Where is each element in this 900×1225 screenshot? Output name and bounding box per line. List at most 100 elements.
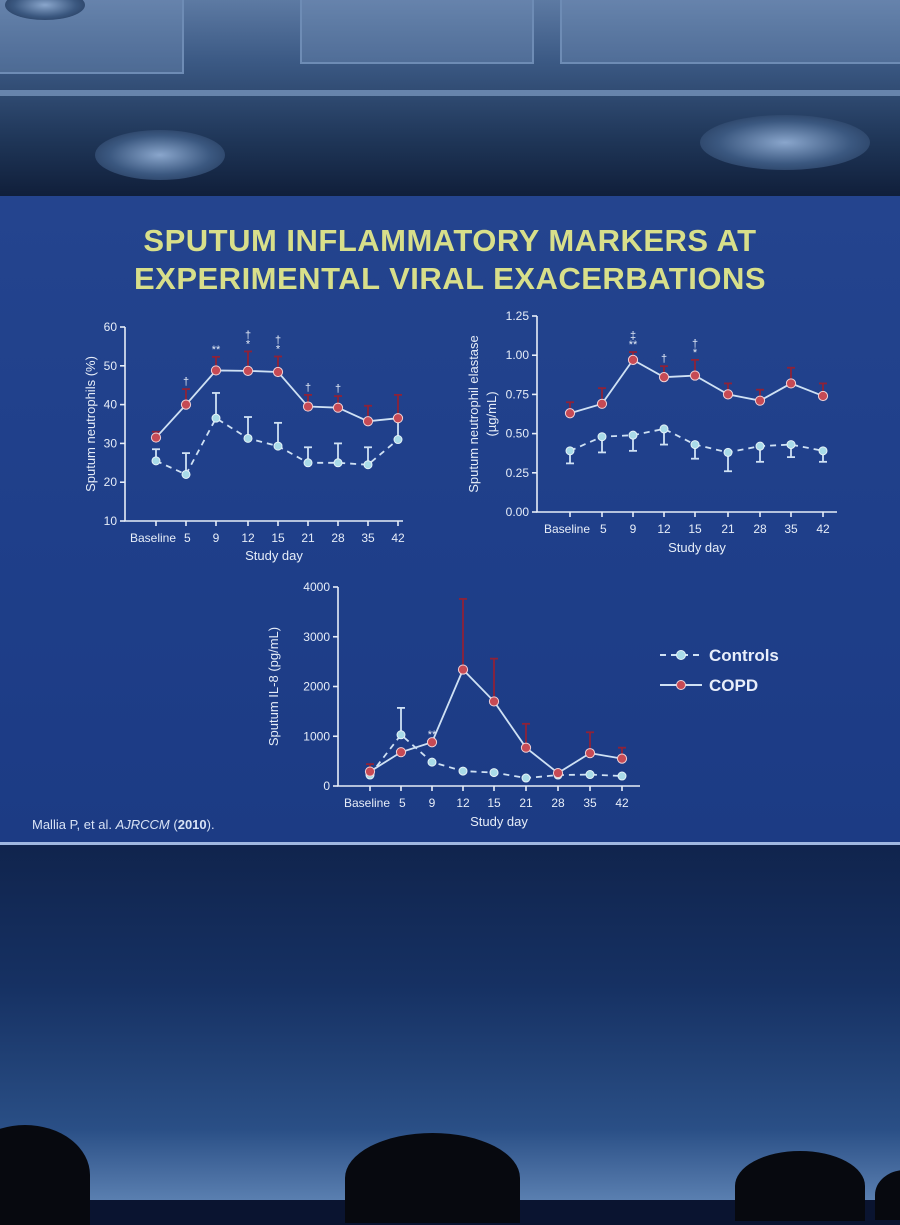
legend-copd-label: COPD: [709, 676, 758, 695]
il8-copd-point: [552, 767, 564, 779]
elastase-ytick-label: 1.00: [506, 348, 530, 362]
il8-x-axis-title: Study day: [470, 814, 528, 829]
il8-xtick-label: 9: [429, 796, 436, 810]
neutrophils-controls-point: [151, 456, 161, 466]
neutrophils-copd-point: [302, 401, 314, 412]
il8-copd-point: [364, 766, 376, 777]
il8-copd-point: [584, 748, 596, 759]
legend-copd-marker: [676, 680, 686, 690]
neutrophils-y-axis-title: Sputum neutrophils (%): [83, 356, 98, 492]
citation: Mallia P, et al. AJRCCM (2010).: [32, 817, 215, 832]
citation-year: 2010: [177, 817, 207, 832]
neutrophils-significance-mark: *: [276, 343, 281, 355]
citation-authors: Mallia P, et al.: [32, 817, 116, 832]
neutrophils-xtick-label: 12: [241, 531, 255, 545]
il8-copd-point: [616, 753, 628, 764]
il8-xtick-label: Baseline: [344, 796, 390, 810]
elastase-xtick-label: 5: [600, 522, 607, 536]
legend: Controls COPD: [660, 646, 779, 695]
elastase-controls-point: [723, 447, 733, 457]
elastase-copd-point: [817, 390, 829, 402]
neutrophils-controls-point: [273, 441, 283, 451]
neutrophils-copd-point: [150, 432, 162, 443]
neutrophils-x-axis-title: Study day: [245, 548, 303, 563]
il8-ytick-label: 1000: [303, 729, 330, 743]
il8-copd-point: [488, 696, 500, 707]
neutrophils-xtick-label: 5: [184, 531, 191, 545]
il8-significance-mark: **: [428, 729, 437, 741]
elastase-copd-point: [722, 389, 734, 400]
elastase-ytick-label: 0.25: [506, 466, 530, 480]
neutrophils-significance-mark: †: [275, 334, 281, 346]
neutrophils-ytick-label: 30: [104, 436, 118, 450]
ceiling-panel: [300, 0, 534, 64]
elastase-controls-point: [597, 432, 607, 442]
legend-controls-label: Controls: [709, 646, 779, 665]
elastase-xtick-label: Baseline: [544, 522, 590, 536]
neutrophils-controls-point: [243, 433, 253, 443]
il8-ytick-label: 4000: [303, 580, 330, 594]
citation-journal: AJRCCM: [115, 817, 170, 832]
elastase-xtick-label: 9: [630, 522, 637, 536]
neutrophils-significance-mark: *: [246, 338, 251, 350]
citation-close: ).: [206, 817, 215, 832]
elastase-controls-point: [755, 441, 765, 451]
audience-head: [345, 1133, 520, 1223]
elastase-xtick-label: 35: [784, 522, 798, 536]
ceiling-light: [95, 130, 225, 180]
neutrophils-copd-point: [242, 365, 254, 376]
elastase-copd-point: [689, 370, 701, 381]
elastase-xtick-label: 12: [657, 522, 671, 536]
neutrophils-ytick-label: 40: [104, 398, 118, 412]
auditorium: [0, 845, 900, 1225]
elastase-controls-point: [628, 430, 638, 440]
il8-copd-point: [457, 664, 469, 675]
neutrophils-controls-point: [181, 469, 191, 479]
neutrophils-significance-mark: †: [305, 382, 311, 394]
ceiling-light: [5, 0, 85, 20]
neutrophils-copd-point: [180, 399, 192, 410]
il8-ytick-label: 0: [323, 779, 330, 793]
audience-head: [0, 1125, 90, 1225]
neutrophils-controls-point: [363, 460, 373, 470]
elastase-xtick-label: 28: [753, 522, 767, 536]
elastase-controls-point: [786, 440, 796, 450]
il8-axes: [337, 587, 640, 787]
il8-controls-point: [458, 766, 468, 776]
elastase-controls-point: [659, 424, 669, 434]
elastase-y-axis-title-unit: (µg/mL): [484, 391, 499, 436]
neutrophils-axes: [124, 327, 403, 522]
neutrophils-significance-mark: †: [245, 329, 251, 341]
audience-head: [875, 1170, 900, 1220]
il8-xtick-label: 28: [551, 796, 565, 810]
il8-controls-point: [521, 773, 531, 783]
elastase-significance-mark: *: [693, 347, 698, 359]
elastase-copd-point: [627, 354, 639, 366]
elastase-copd-point: [596, 398, 608, 409]
ceiling-light: [700, 115, 870, 170]
neutrophils-ytick-label: 50: [104, 359, 118, 373]
elastase-controls-point: [818, 446, 828, 456]
elastase-copd-line: [569, 358, 824, 415]
neutrophils-controls-point: [211, 413, 221, 423]
il8-xtick-label: 15: [487, 796, 501, 810]
room-ceiling: [0, 0, 900, 200]
il8-controls-point: [396, 730, 406, 740]
elastase-controls-point: [690, 440, 700, 450]
neutrophils-copd-point: [362, 416, 374, 427]
neutrophils-xtick-label: 28: [331, 531, 345, 545]
il8-controls-point: [489, 768, 499, 778]
neutrophils-xtick-label: 35: [361, 531, 375, 545]
ceiling-panel: [560, 0, 900, 64]
elastase-significance-mark: ‡: [630, 330, 636, 342]
elastase-copd-point: [564, 408, 576, 419]
neutrophils-copd-point: [210, 365, 222, 376]
elastase-copd-point: [658, 372, 670, 383]
il8-copd-point: [395, 747, 407, 758]
il8-controls-point: [585, 770, 595, 780]
neutrophils-xtick-label: 21: [301, 531, 315, 545]
slide-title: SPUTUM INFLAMMATORY MARKERS AT EXPERIMEN…: [0, 222, 900, 298]
elastase-significance-mark: †: [661, 353, 667, 365]
elastase-ytick-label: 0.50: [506, 427, 530, 441]
